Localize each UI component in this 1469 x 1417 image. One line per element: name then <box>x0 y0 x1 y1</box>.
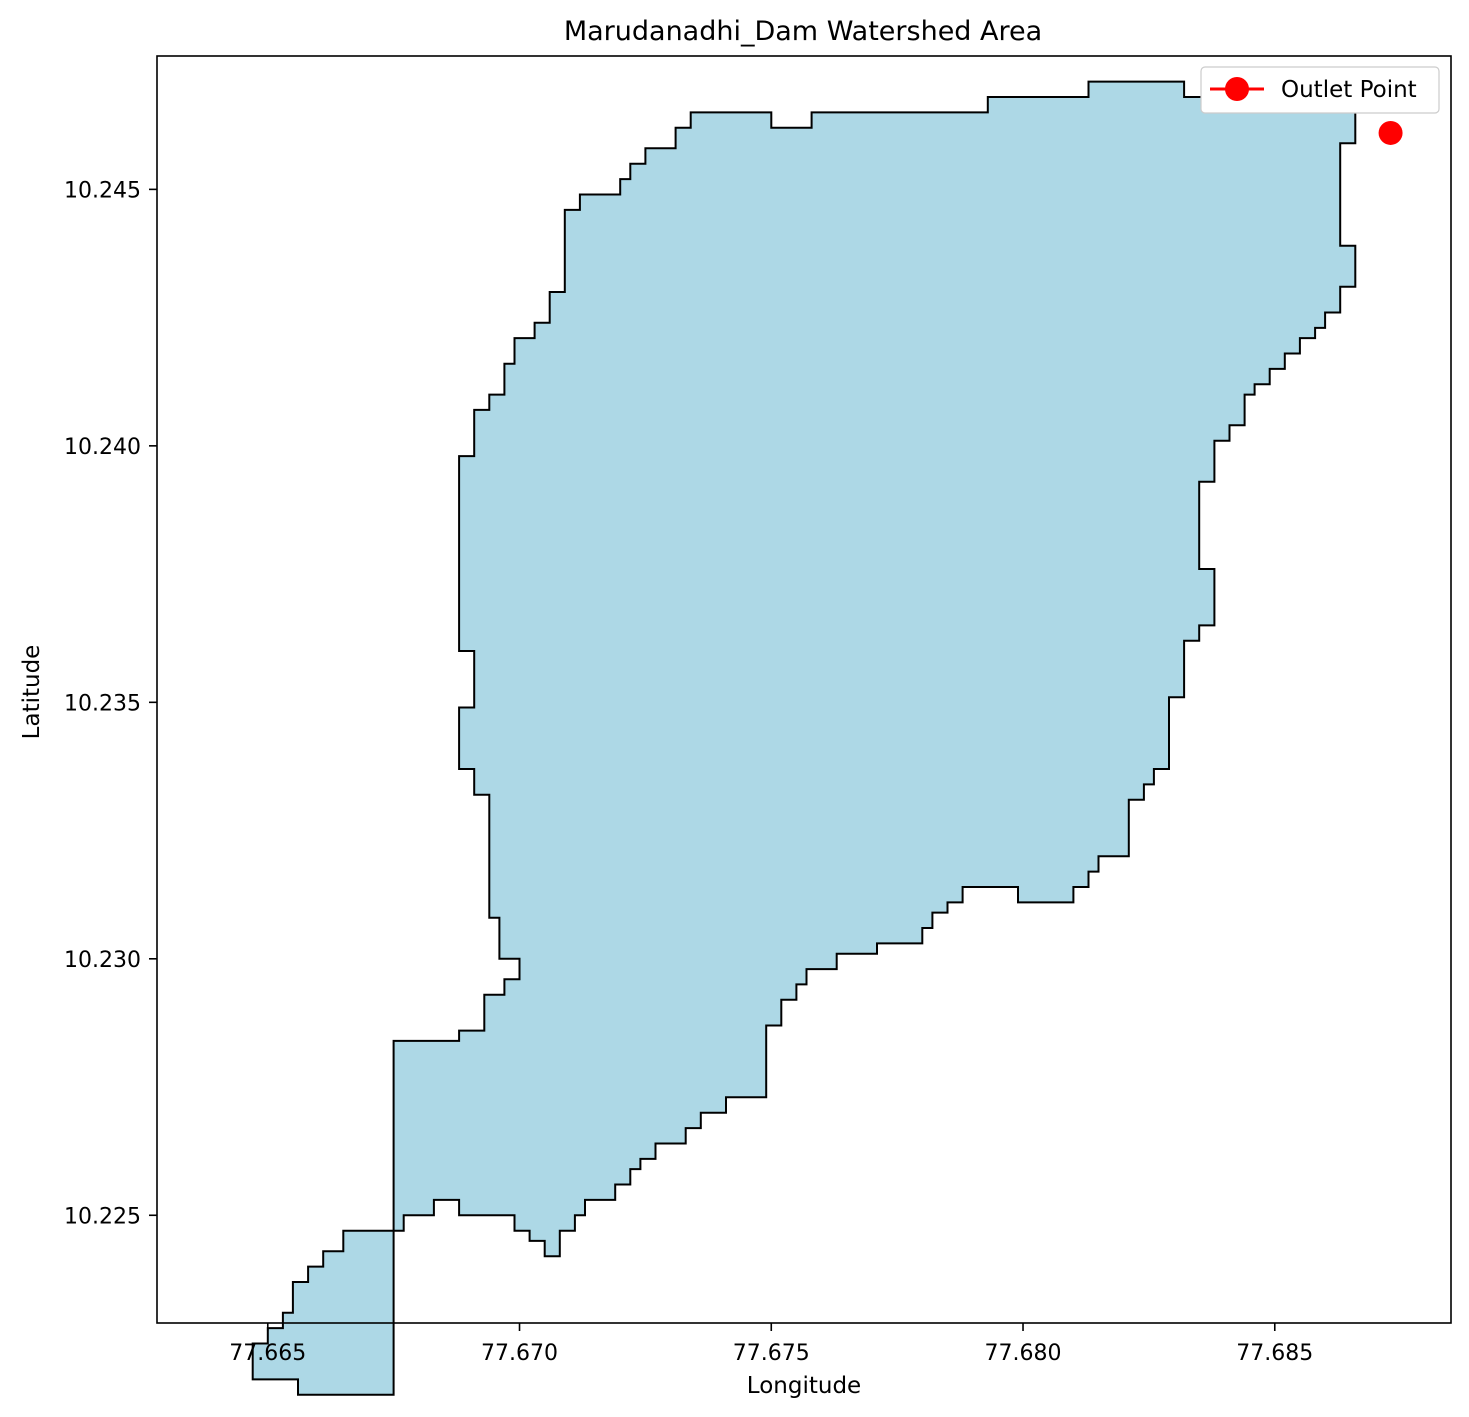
y-tick-label: 10.225 <box>64 1204 141 1229</box>
x-axis-ticks: 77.665 77.670 77.675 77.680 77.685 <box>229 1323 1313 1366</box>
x-tick-label: 77.680 <box>985 1341 1062 1366</box>
y-tick-label: 10.240 <box>64 435 141 460</box>
legend-box <box>1200 66 1440 114</box>
y-tick-label: 10.235 <box>64 691 141 716</box>
y-axis-label: Latitude <box>19 645 45 740</box>
chart-title: Marudanadhi_Dam Watershed Area <box>564 16 1042 47</box>
x-tick-label: 77.670 <box>481 1341 558 1366</box>
legend-entry-outlet-point: Outlet Point <box>1281 77 1417 103</box>
legend-marker-swatch <box>1225 77 1249 101</box>
outlet-point <box>1378 120 1403 145</box>
x-tick-label: 77.675 <box>733 1341 810 1366</box>
y-tick-label: 10.245 <box>64 178 141 203</box>
outlet-point-marker <box>1378 120 1403 145</box>
plot-area <box>251 80 1367 1396</box>
x-axis-label: Longitude <box>747 1373 861 1399</box>
x-tick-label: 77.665 <box>229 1341 306 1366</box>
legend: Outlet Point <box>1200 66 1440 114</box>
axes-frame <box>156 55 1452 1324</box>
y-tick-label: 10.230 <box>64 948 141 973</box>
watershed-polygon <box>251 80 1367 1396</box>
y-axis-ticks: 10.225 10.230 10.235 10.240 10.245 <box>64 178 157 1229</box>
x-tick-label: 77.685 <box>1236 1341 1313 1366</box>
